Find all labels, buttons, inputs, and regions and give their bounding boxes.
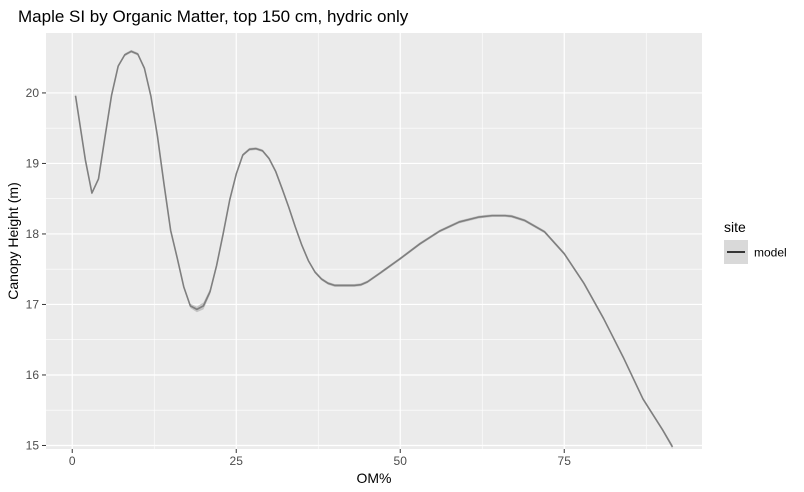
x-tick-label: 50 [394,454,408,468]
y-tick-label: 18 [26,227,40,241]
y-tick-label: 17 [26,297,40,311]
chart-title: Maple SI by Organic Matter, top 150 cm, … [18,7,409,26]
x-tick-label: 25 [230,454,244,468]
legend-title: site [724,219,746,235]
x-tick-label: 0 [69,454,76,468]
y-axis: 15 16 17 18 19 20 [26,86,46,453]
y-tick-label: 20 [26,86,40,100]
legend-label-model: model [754,246,787,260]
x-axis-title: OM% [357,470,392,486]
x-axis: 0 25 50 75 [69,449,571,468]
y-tick-label: 15 [26,438,40,452]
y-tick-label: 16 [26,368,40,382]
legend: site model [724,219,787,264]
plot-panel [46,33,702,449]
y-tick-label: 19 [26,156,40,170]
y-axis-title: Canopy Height (m) [5,182,21,300]
x-tick-label: 75 [558,454,572,468]
